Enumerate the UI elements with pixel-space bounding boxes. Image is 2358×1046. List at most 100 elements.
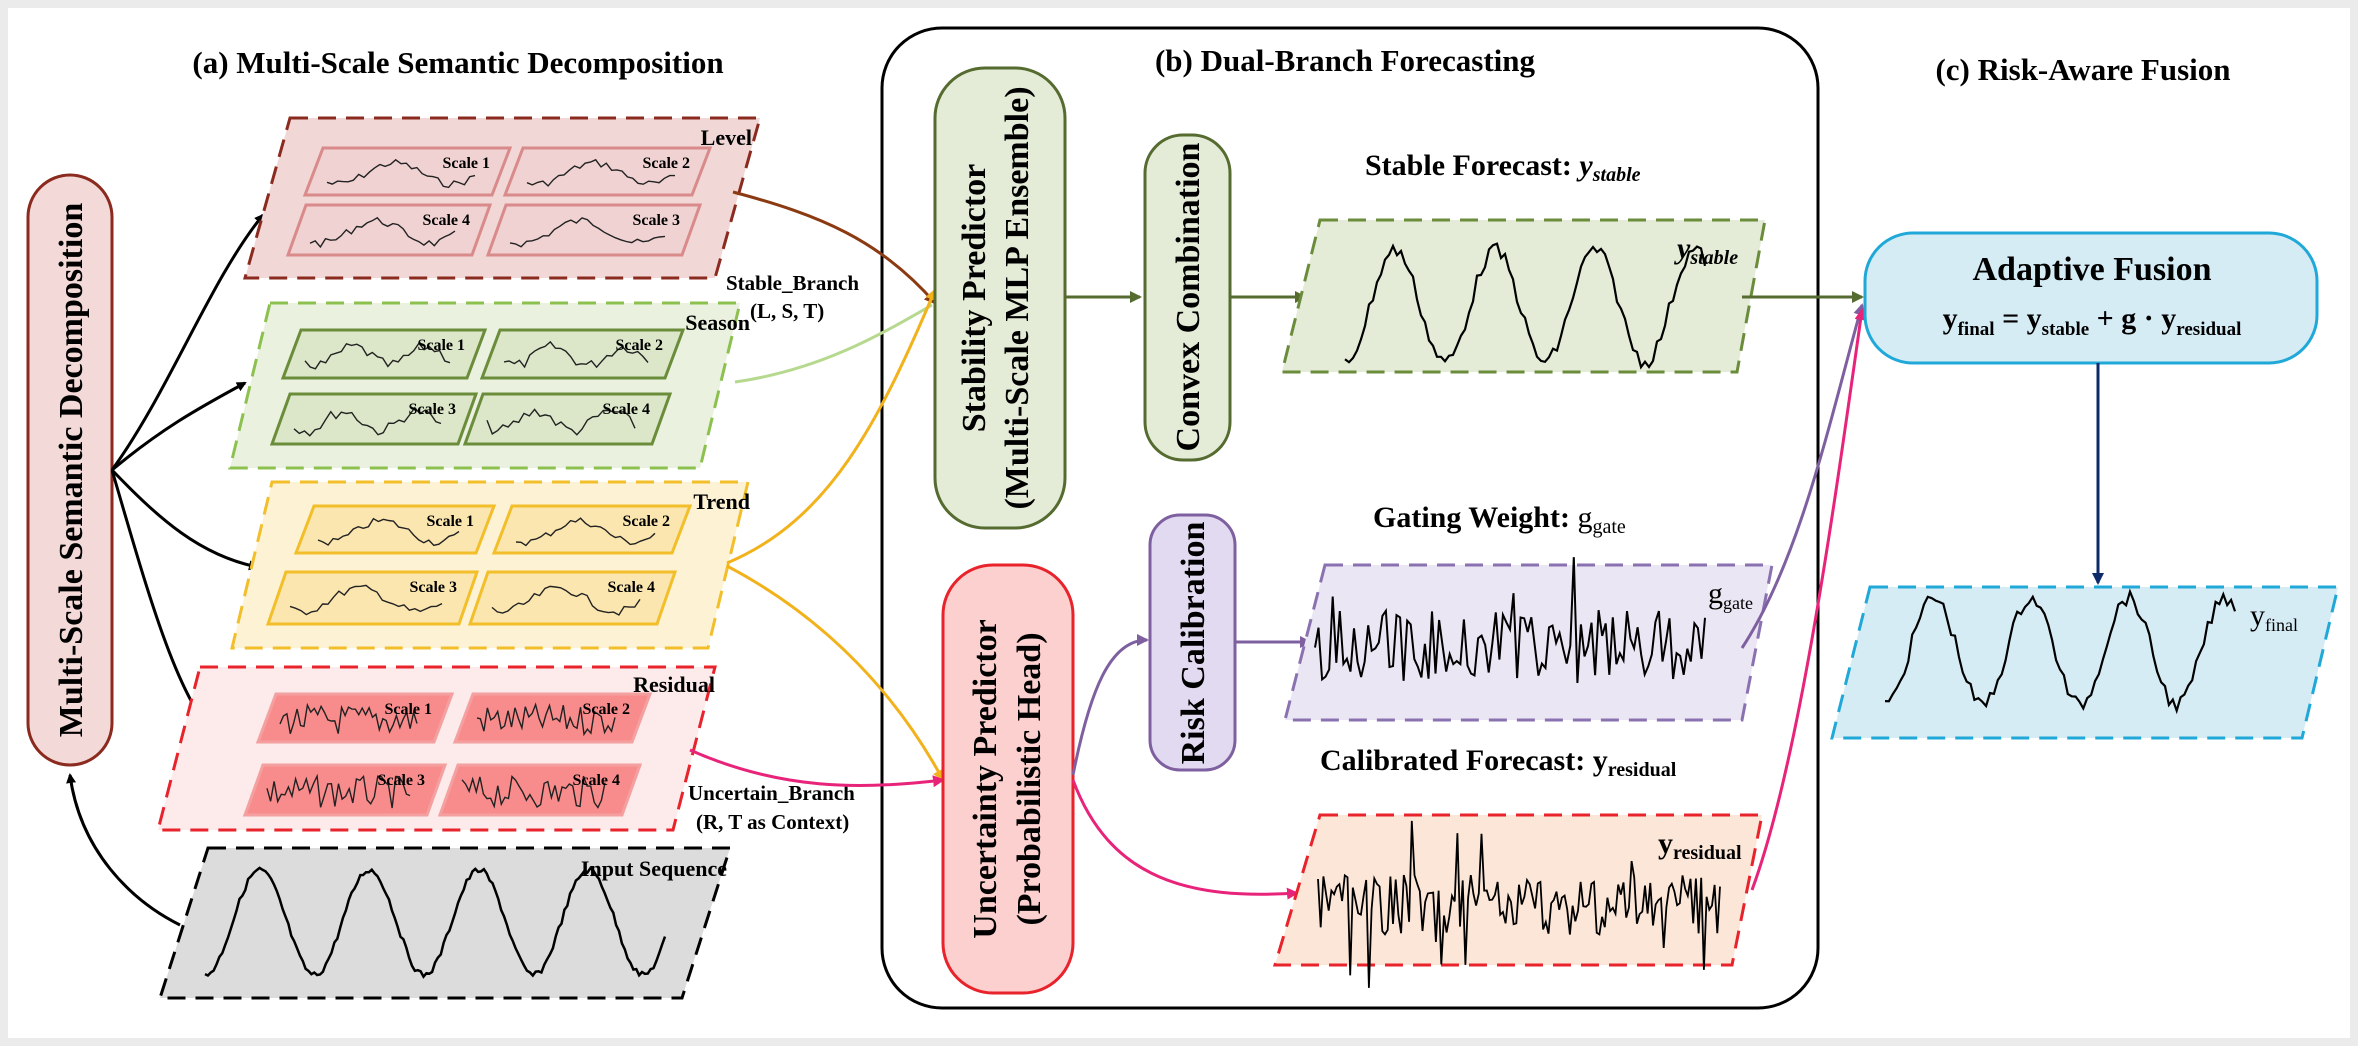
- level-scale-2-wave: [526, 158, 675, 187]
- fusion-formula: yfinal = ystable + g · yresidual: [1943, 302, 2242, 340]
- arrow-residual-uncertainty: [689, 748, 945, 788]
- residual-scale-4-cell: [437, 763, 643, 817]
- arrow-trend-stability: [726, 288, 937, 565]
- final-output-panel: yfinal: [1830, 585, 2340, 740]
- season-scale-2-wave: [503, 340, 649, 369]
- final-output-wave: [1884, 588, 2237, 715]
- season-scale-2-cell: [479, 328, 686, 380]
- trend-scale-1-wave: [317, 517, 460, 547]
- arrow-input-decomp: [66, 773, 181, 927]
- season-scale-2-label: Scale 2: [615, 337, 663, 354]
- level-scale-3-wave: [509, 217, 666, 248]
- level-label: Level: [701, 125, 752, 150]
- residual-scale-4-label: Scale 4: [572, 772, 620, 789]
- trend-scale-4-label: Scale 4: [607, 579, 655, 596]
- arrow-decomp-season: [111, 381, 247, 472]
- stability-predictor-subtitle: (Multi-Scale MLP Ensemble): [999, 86, 1036, 509]
- input-sequence-panel: Input Sequence: [157, 846, 733, 1000]
- arrow-decomp-level: [110, 213, 265, 471]
- gating-weight-panel: ggate: [1283, 557, 1774, 722]
- season-scale-4-wave: [486, 408, 636, 436]
- stability-predictor-box: Stability Predictor (Multi-Scale MLP Ens…: [933, 66, 1067, 530]
- convex-combination-box: Convex Combination: [1143, 133, 1232, 462]
- input-sequence-label: Input Sequence: [581, 856, 727, 881]
- season-label: Season: [685, 310, 750, 335]
- trend-scale-4-cell: [467, 570, 678, 626]
- gating-weight-wave: [1314, 557, 1706, 684]
- season-scale-4-label: Scale 4: [602, 401, 650, 418]
- residual-scale-3-wave: [266, 773, 411, 809]
- uncertain-branch-sub: (R, T as Context): [696, 810, 849, 834]
- section-c-title: (c) Risk-Aware Fusion: [1935, 52, 2230, 87]
- uncertainty-predictor-box: Uncertainty Predictor (Probabilistic Hea…: [941, 563, 1075, 995]
- adaptive-fusion-box: Adaptive Fusion yfinal = ystable + g · y…: [1863, 231, 2319, 365]
- residual-scale-3-label: Scale 3: [377, 772, 425, 789]
- arrow-trend-uncertainty: [726, 564, 945, 782]
- risk-calibration-label: Risk Calibration: [1175, 522, 1212, 765]
- calibrated-forecast-symbol: yresidual: [1658, 827, 1742, 864]
- trend-panel: Trend Scale 1 Scale 2 Scale 3 Scale 4: [230, 480, 750, 650]
- level-scale-3-label: Scale 3: [632, 212, 680, 229]
- season-scale-3-label: Scale 3: [408, 401, 456, 418]
- level-panel: Level Scale 1 Scale 2 Scale 3 Scale 4: [243, 116, 762, 280]
- trend-scale-3-wave: [289, 584, 443, 616]
- season-scale-1-label: Scale 1: [417, 337, 465, 354]
- residual-scale-1-label: Scale 1: [384, 701, 432, 718]
- stable-forecast-symbol: ystable: [1674, 232, 1738, 269]
- residual-scale-2-label: Scale 2: [582, 701, 630, 718]
- residual-scale-2-wave: [476, 702, 616, 737]
- season-scale-4-cell: [462, 392, 673, 446]
- season-panel: Season Scale 1 Scale 2 Scale 3 Scale 4: [228, 301, 750, 470]
- stable-branch-sub: (L, S, T): [750, 299, 824, 323]
- stable-forecast-wave: [1344, 242, 1707, 370]
- level-scale-4-cell: [285, 203, 493, 257]
- level-scale-4-wave: [309, 216, 456, 249]
- section-b-title: (b) Dual-Branch Forecasting: [1155, 43, 1536, 78]
- calibrated-forecast-panel: yresidual: [1272, 813, 1764, 988]
- level-scale-3-cell: [485, 203, 703, 257]
- arrow-gate-fusion: [1740, 303, 1866, 649]
- level-scale-4-label: Scale 4: [422, 212, 470, 229]
- calibrated-forecast-wave: [1317, 820, 1721, 988]
- trend-scale-3-cell: [265, 570, 480, 626]
- season-scale-3-cell: [269, 392, 479, 446]
- calibrated-forecast-title: Calibrated Forecast: yresidual: [1320, 744, 1677, 781]
- trend-label: Trend: [693, 489, 750, 514]
- stability-predictor-title: Stability Predictor: [956, 164, 993, 433]
- arrow-level-stability: [732, 190, 937, 305]
- stable-forecast-title: Stable Forecast: ystable: [1365, 149, 1641, 186]
- residual-panel-frame: [156, 665, 717, 832]
- convex-combination-label: Convex Combination: [1170, 142, 1207, 451]
- arrow-calibrated-fusion: [1750, 308, 1867, 891]
- input-sequence-wave: [204, 866, 667, 979]
- arrow-season-stability: [734, 303, 933, 384]
- level-scale-1-label: Scale 1: [442, 155, 490, 172]
- trend-scale-3-label: Scale 3: [409, 579, 457, 596]
- final-output-symbol: yfinal: [2250, 599, 2298, 635]
- level-scale-2-label: Scale 2: [642, 155, 690, 172]
- arrow-uncertainty-risk: [1071, 634, 1149, 776]
- decomposition-label: Multi-Scale Semantic Decomposition: [53, 203, 90, 738]
- risk-calibration-box: Risk Calibration: [1148, 513, 1237, 772]
- residual-scale-1-wave: [279, 702, 418, 735]
- gating-weight-title: Gating Weight: ggate: [1373, 501, 1626, 538]
- season-scale-1-cell: [280, 328, 488, 380]
- decomposition-box: Multi-Scale Semantic Decomposition: [26, 173, 114, 767]
- stable-forecast-panel: ystable: [1280, 218, 1767, 374]
- section-a-title: (a) Multi-Scale Semantic Decomposition: [192, 45, 723, 80]
- residual-scale-4-wave: [461, 775, 606, 809]
- trend-scale-4-wave: [491, 585, 641, 616]
- residual-scale-1-cell: [255, 692, 455, 744]
- arrow-decomp-trend: [110, 468, 259, 571]
- gating-weight-symbol: ggate: [1708, 577, 1753, 613]
- dual-branch-container: [880, 26, 1820, 1010]
- trend-scale-1-cell: [293, 504, 497, 555]
- level-scale-1-cell: [302, 146, 513, 197]
- adaptive-fusion-title: Adaptive Fusion: [1973, 251, 2212, 288]
- uncertainty-predictor-subtitle: (Probabilistic Head): [1011, 632, 1048, 925]
- stable-branch-label: Stable_Branch: [726, 271, 859, 295]
